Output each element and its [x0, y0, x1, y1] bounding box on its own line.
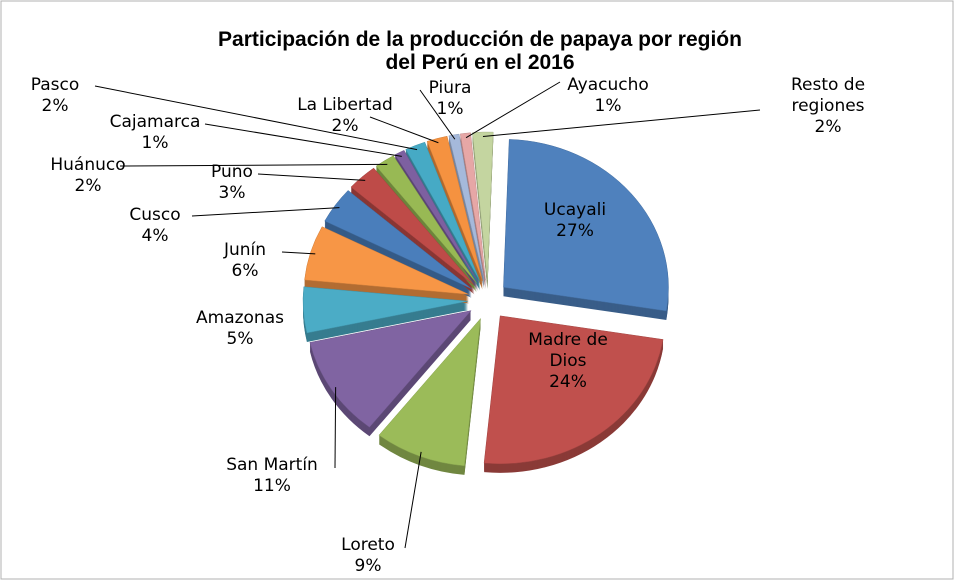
category-label: Ayacucho — [567, 75, 649, 95]
category-label: Piura — [428, 78, 472, 98]
leader-line — [94, 85, 418, 151]
data-label: Cusco 4% — [75, 205, 235, 247]
data-label: Huánuco 2% — [8, 155, 168, 197]
leader-line — [404, 451, 422, 549]
category-label: Cusco — [129, 205, 181, 225]
chart-title: Participación de la producción de papaya… — [218, 28, 742, 74]
category-label: Pasco — [30, 75, 80, 95]
slice — [324, 190, 472, 289]
data-label: Madre de Dios 24% — [518, 330, 618, 393]
leaders — [94, 81, 761, 549]
leader-line — [482, 109, 761, 138]
slice — [483, 315, 664, 465]
category-label: Madre de Dios — [528, 330, 608, 371]
slice — [426, 135, 483, 281]
data-label: La Libertad 2% — [265, 95, 425, 137]
value-label: 4% — [141, 226, 169, 246]
slice-side — [460, 135, 486, 284]
slice-tops — [302, 131, 669, 467]
leader-line — [191, 207, 340, 217]
data-label: Pasco 2% — [0, 75, 135, 117]
data-label: Ayacucho 1% — [528, 75, 688, 117]
value-label: 1% — [141, 133, 169, 153]
leader-line — [465, 81, 561, 139]
value-label: 24% — [549, 372, 587, 392]
leader-line — [204, 123, 402, 157]
leader-line — [281, 251, 316, 255]
value-label: 11% — [253, 476, 291, 496]
value-label: 2% — [41, 96, 69, 116]
slice — [304, 226, 469, 295]
category-label: Puno — [211, 162, 253, 182]
slice-side — [460, 136, 486, 285]
value-label: 3% — [218, 183, 246, 203]
value-label: 6% — [231, 261, 259, 281]
data-label: Ucayali 27% — [495, 200, 655, 242]
data-label: San Martín 11% — [192, 455, 352, 497]
category-label: Ucayali — [543, 200, 607, 220]
value-label: 1% — [594, 96, 622, 116]
slice-side — [460, 137, 486, 286]
data-label: Cajamarca 1% — [75, 112, 235, 154]
category-label: Resto de regiones — [790, 75, 866, 116]
leader-line — [419, 89, 456, 140]
data-label: Loreto 9% — [288, 535, 448, 577]
category-label: La Libertad — [297, 95, 393, 115]
leader-line — [334, 387, 337, 469]
slice — [448, 133, 485, 281]
data-label: Piura 1% — [370, 78, 530, 120]
category-label: Cajamarca — [109, 112, 201, 132]
value-label: 9% — [354, 556, 382, 576]
value-label: 27% — [556, 221, 594, 241]
value-label: 2% — [331, 116, 359, 136]
value-label: 2% — [74, 176, 102, 196]
value-label: 1% — [436, 99, 464, 119]
leader-line — [369, 116, 439, 144]
slice — [472, 131, 494, 281]
slice — [350, 167, 475, 286]
data-label: Resto de regiones 2% — [773, 75, 883, 138]
slice — [378, 317, 481, 467]
slice — [375, 155, 478, 284]
leader-line — [257, 173, 366, 181]
slice — [302, 286, 469, 334]
slice — [460, 132, 486, 281]
data-label: Amazonas 5% — [160, 308, 320, 350]
value-label: 2% — [814, 117, 842, 137]
value-label: 5% — [226, 329, 254, 349]
slice-side — [460, 138, 486, 287]
data-label: Puno 3% — [152, 162, 312, 204]
data-label: Junín 6% — [165, 240, 325, 282]
category-label: Loreto — [341, 535, 395, 555]
category-label: San Martín — [226, 455, 318, 475]
category-label: Amazonas — [196, 308, 284, 328]
category-label: Huánuco — [50, 155, 126, 175]
slice — [309, 310, 472, 428]
category-label: Junín — [223, 240, 267, 260]
slice — [503, 139, 669, 312]
leader-line — [119, 163, 388, 167]
slice — [405, 141, 481, 282]
